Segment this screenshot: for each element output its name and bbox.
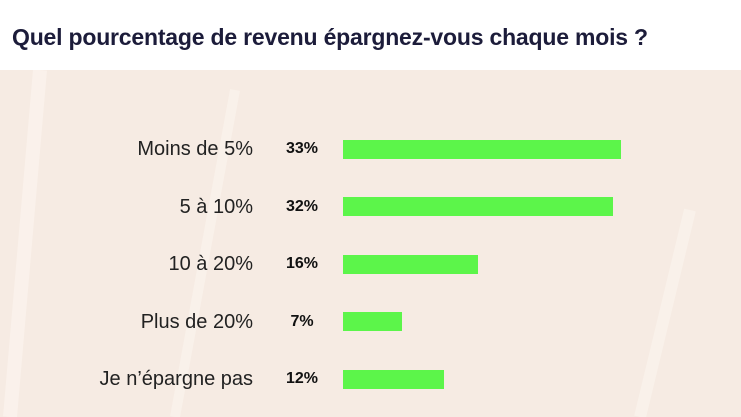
bar <box>343 197 613 216</box>
bar <box>343 139 621 159</box>
bar <box>343 254 478 274</box>
bar <box>343 369 445 389</box>
value-label: 33% <box>285 140 319 157</box>
chart-title: Quel pourcentage de revenu épargnez-vous… <box>12 24 648 50</box>
category-label: Moins de 5% <box>137 138 253 160</box>
value-label: 7% <box>290 312 314 330</box>
value-label: 32% <box>285 197 319 215</box>
category-label: 10 à 20% <box>168 253 253 275</box>
category-label: 5 à 10% <box>179 195 253 218</box>
category-label: Je n’épargne pas <box>99 368 253 390</box>
bar <box>343 312 402 331</box>
value-label: 16% <box>285 255 319 272</box>
bar-chart: Moins de 5% 33% 5 à 10% 32% 10 à 20% 16% Plus … <box>0 70 741 417</box>
value-label: 12% <box>285 370 319 387</box>
category-label: Plus de 20% <box>140 310 253 333</box>
header: Quel pourcentage de revenu épargnez-vous… <box>0 0 741 70</box>
